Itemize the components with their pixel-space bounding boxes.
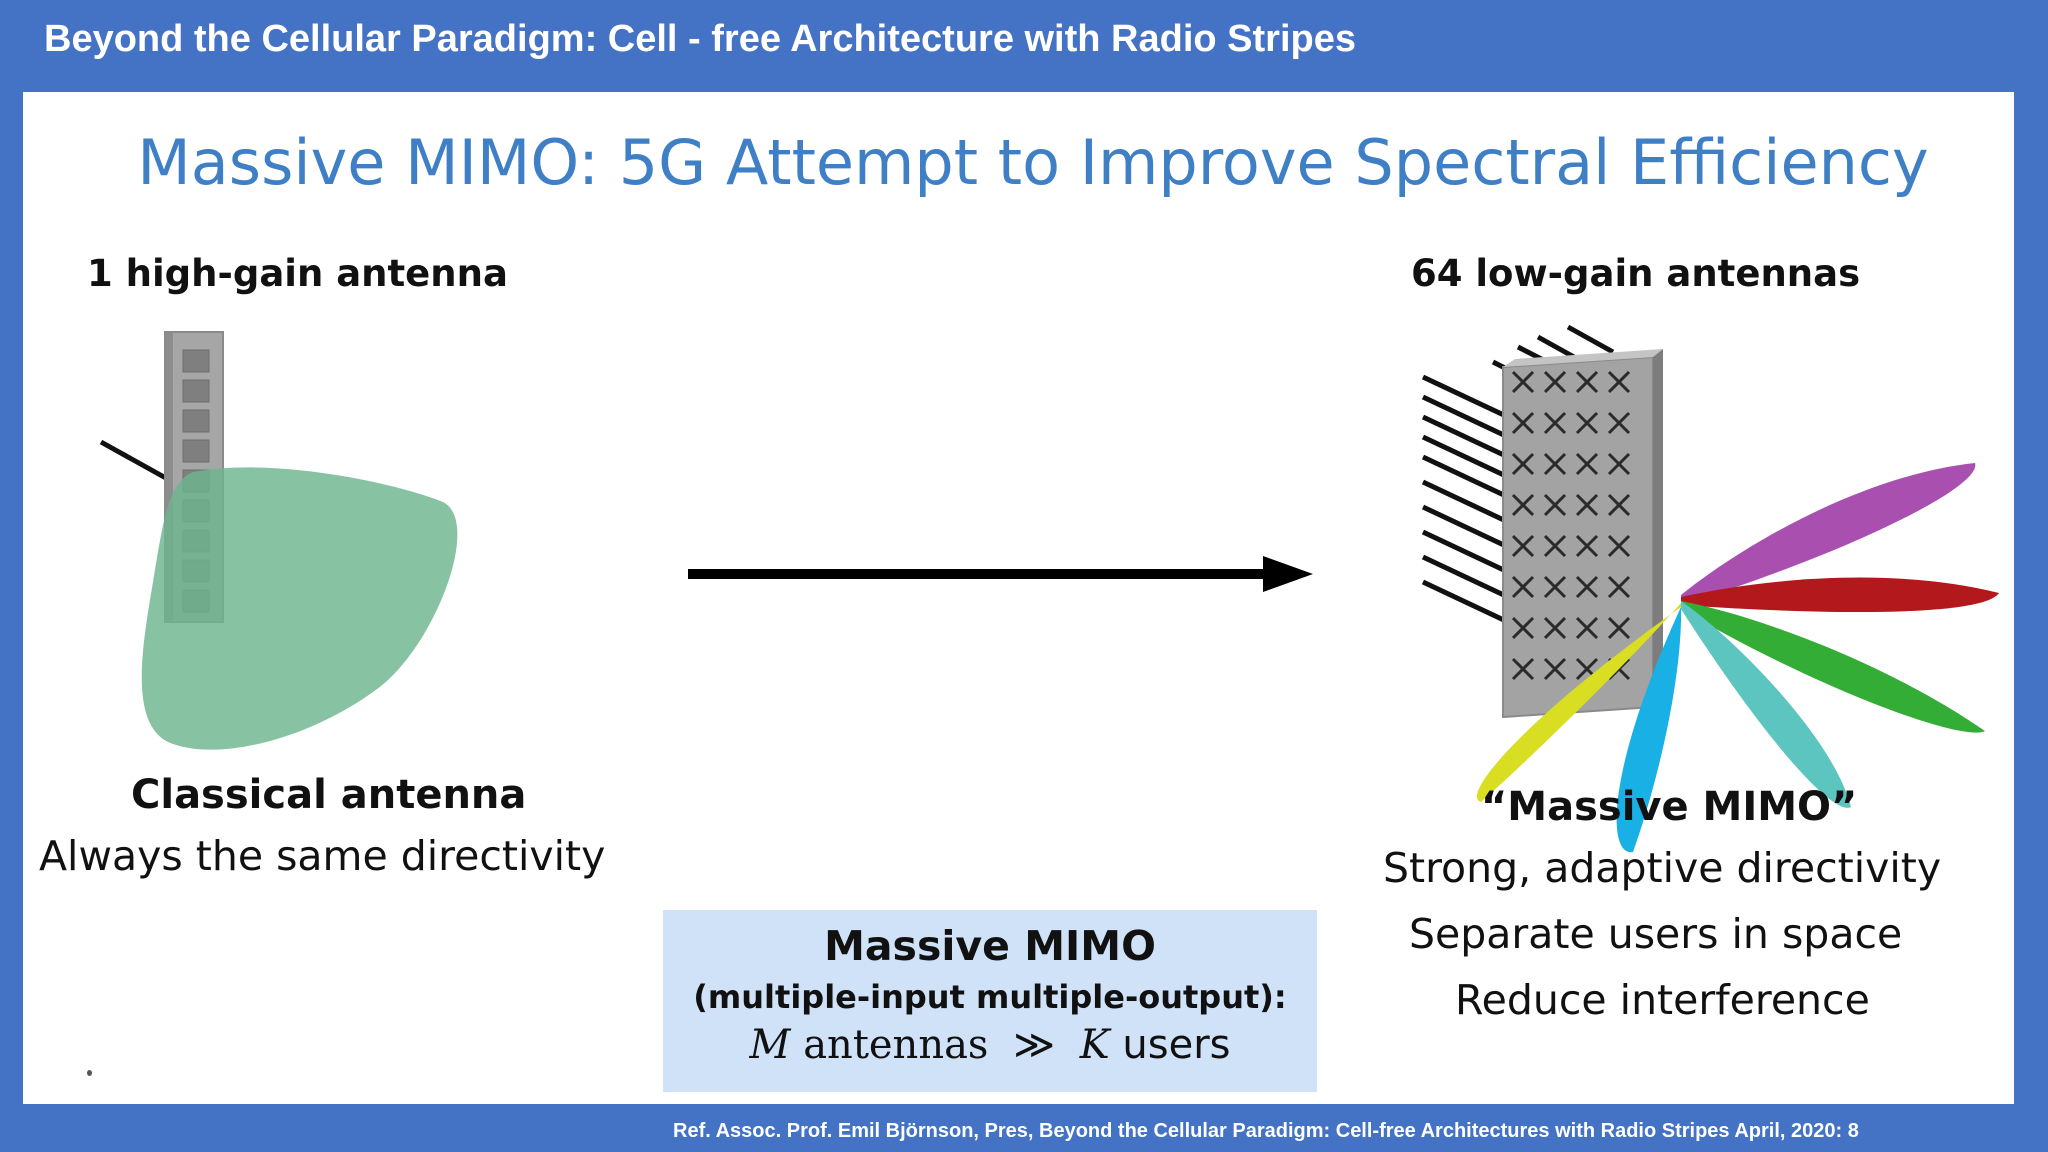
beam-yellow bbox=[1476, 603, 1681, 802]
slide-title: Massive MIMO: 5G Attempt to Improve Spec… bbox=[137, 126, 1929, 199]
formula-much-greater-than: ≫ bbox=[1013, 1022, 1056, 1068]
definition-subtitle: (multiple-input multiple-output): bbox=[693, 978, 1287, 1016]
definition-title: Massive MIMO bbox=[824, 922, 1156, 970]
coverage-area bbox=[141, 467, 458, 750]
right-bullet-3: Reduce interference bbox=[1455, 976, 1870, 1024]
feed-lines bbox=[1421, 324, 1615, 625]
stray-dot bbox=[87, 1070, 92, 1076]
formula-users: users bbox=[1122, 1022, 1231, 1068]
beam-blue bbox=[1616, 603, 1682, 853]
right-bullet-2: Separate users in space bbox=[1409, 910, 1903, 958]
radiation-beams bbox=[1476, 463, 1999, 853]
antenna-element-grid bbox=[1511, 370, 1631, 681]
formula-antennas: antennas bbox=[803, 1022, 989, 1068]
beam-red bbox=[1681, 577, 1999, 613]
formula-m: M bbox=[749, 1022, 791, 1068]
massive-mimo-array-illustration bbox=[1421, 324, 1999, 853]
presentation-header-title: Beyond the Cellular Paradigm: Cell - fre… bbox=[44, 18, 1356, 60]
beam-purple bbox=[1681, 463, 1976, 605]
slide-canvas: Massive MIMO: 5G Attempt to Improve Spec… bbox=[23, 92, 2014, 1104]
left-caption-title: Classical antenna bbox=[131, 772, 527, 818]
right-arrow-icon bbox=[688, 556, 1313, 592]
left-top-label: 1 high-gain antenna bbox=[87, 252, 508, 295]
antenna-feed-line bbox=[99, 439, 175, 485]
footer-reference: Ref. Assoc. Prof. Emil Björnson, Pres, B… bbox=[673, 1120, 1859, 1142]
massive-mimo-definition-box: Massive MIMO (multiple-input multiple-ou… bbox=[663, 910, 1317, 1092]
definition-formula: M antennas ≫ K users bbox=[663, 1022, 1317, 1068]
classical-antenna-illustration bbox=[99, 331, 458, 750]
beam-teal bbox=[1681, 601, 1851, 808]
left-caption-text: Always the same directivity bbox=[39, 832, 606, 880]
formula-k: K bbox=[1079, 1022, 1110, 1068]
right-caption-title: “Massive MIMO” bbox=[1481, 784, 1858, 830]
right-bullet-1: Strong, adaptive directivity bbox=[1383, 844, 1942, 892]
right-top-label: 64 low-gain antennas bbox=[1411, 252, 1861, 295]
beam-green bbox=[1681, 601, 1985, 733]
